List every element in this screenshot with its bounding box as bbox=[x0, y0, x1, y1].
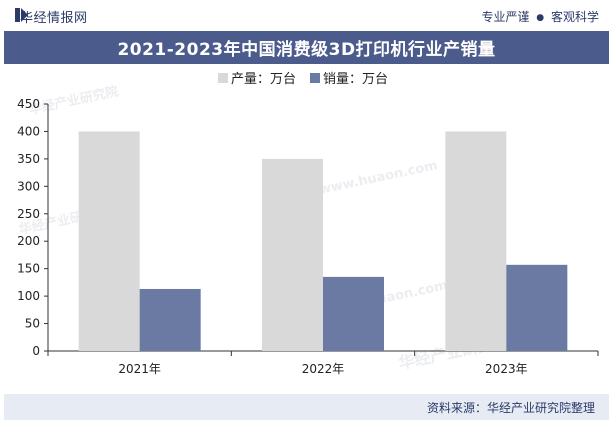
y-tick-label: 50 bbox=[25, 317, 40, 331]
bar-chart: 华经产业研究院www.huaon.com华经产业研究院www.huaon.com… bbox=[17, 72, 599, 376]
slogan-separator: ● bbox=[536, 13, 545, 23]
bar-sales bbox=[139, 288, 201, 351]
y-tick-label: 400 bbox=[17, 124, 40, 138]
x-tick-label: 2021年 bbox=[118, 362, 161, 376]
footer: 资料来源：华经产业研究院整理 bbox=[4, 394, 609, 420]
legend-swatch-sales bbox=[310, 73, 320, 83]
y-tick-label: 200 bbox=[17, 234, 40, 248]
x-tick-label: 2022年 bbox=[302, 362, 345, 376]
top-bar: 华经情报网 专业严谨 ● 客观科学 bbox=[0, 0, 613, 30]
watermark: www.huaon.com bbox=[318, 158, 439, 198]
source-note: 资料来源：华经产业研究院整理 bbox=[426, 401, 595, 415]
chart-title: 2021-2023年中国消费级3D打印机行业产销量 bbox=[117, 40, 496, 60]
chart-area: 华经产业研究院 www.huaon.com 华经产业研究院 www.huaon.com… bbox=[0, 64, 613, 394]
watermark: 华经产业研究院 bbox=[28, 83, 120, 118]
title-bar: 2021-2023年中国消费级3D打印机行业产销量 bbox=[4, 31, 609, 64]
y-tick-label: 150 bbox=[17, 262, 40, 276]
y-tick-label: 300 bbox=[17, 179, 40, 193]
x-tick-label: 2023年 bbox=[485, 362, 528, 376]
y-tick-label: 0 bbox=[32, 344, 40, 358]
slogan-left: 专业严谨 bbox=[481, 10, 530, 24]
y-tick-label: 350 bbox=[17, 152, 40, 166]
brand: 华经情报网 bbox=[14, 7, 88, 26]
bar-production bbox=[78, 131, 140, 351]
y-tick-label: 100 bbox=[17, 289, 40, 303]
bar-production bbox=[262, 158, 323, 351]
bar-sales bbox=[506, 264, 568, 351]
bar-sales bbox=[323, 276, 384, 351]
brand-name: 华经情报网 bbox=[20, 11, 88, 26]
y-tick-label: 250 bbox=[17, 207, 40, 221]
legend-swatch-production bbox=[218, 73, 228, 83]
slogan-right: 客观科学 bbox=[550, 10, 599, 24]
legend-label-sales: 销量：万台 bbox=[323, 72, 388, 87]
bar-production bbox=[445, 131, 507, 351]
slogan: 专业严谨 ● 客观科学 bbox=[481, 8, 599, 25]
y-tick-label: 450 bbox=[17, 97, 40, 111]
legend-label-production: 产量：万台 bbox=[231, 72, 296, 87]
